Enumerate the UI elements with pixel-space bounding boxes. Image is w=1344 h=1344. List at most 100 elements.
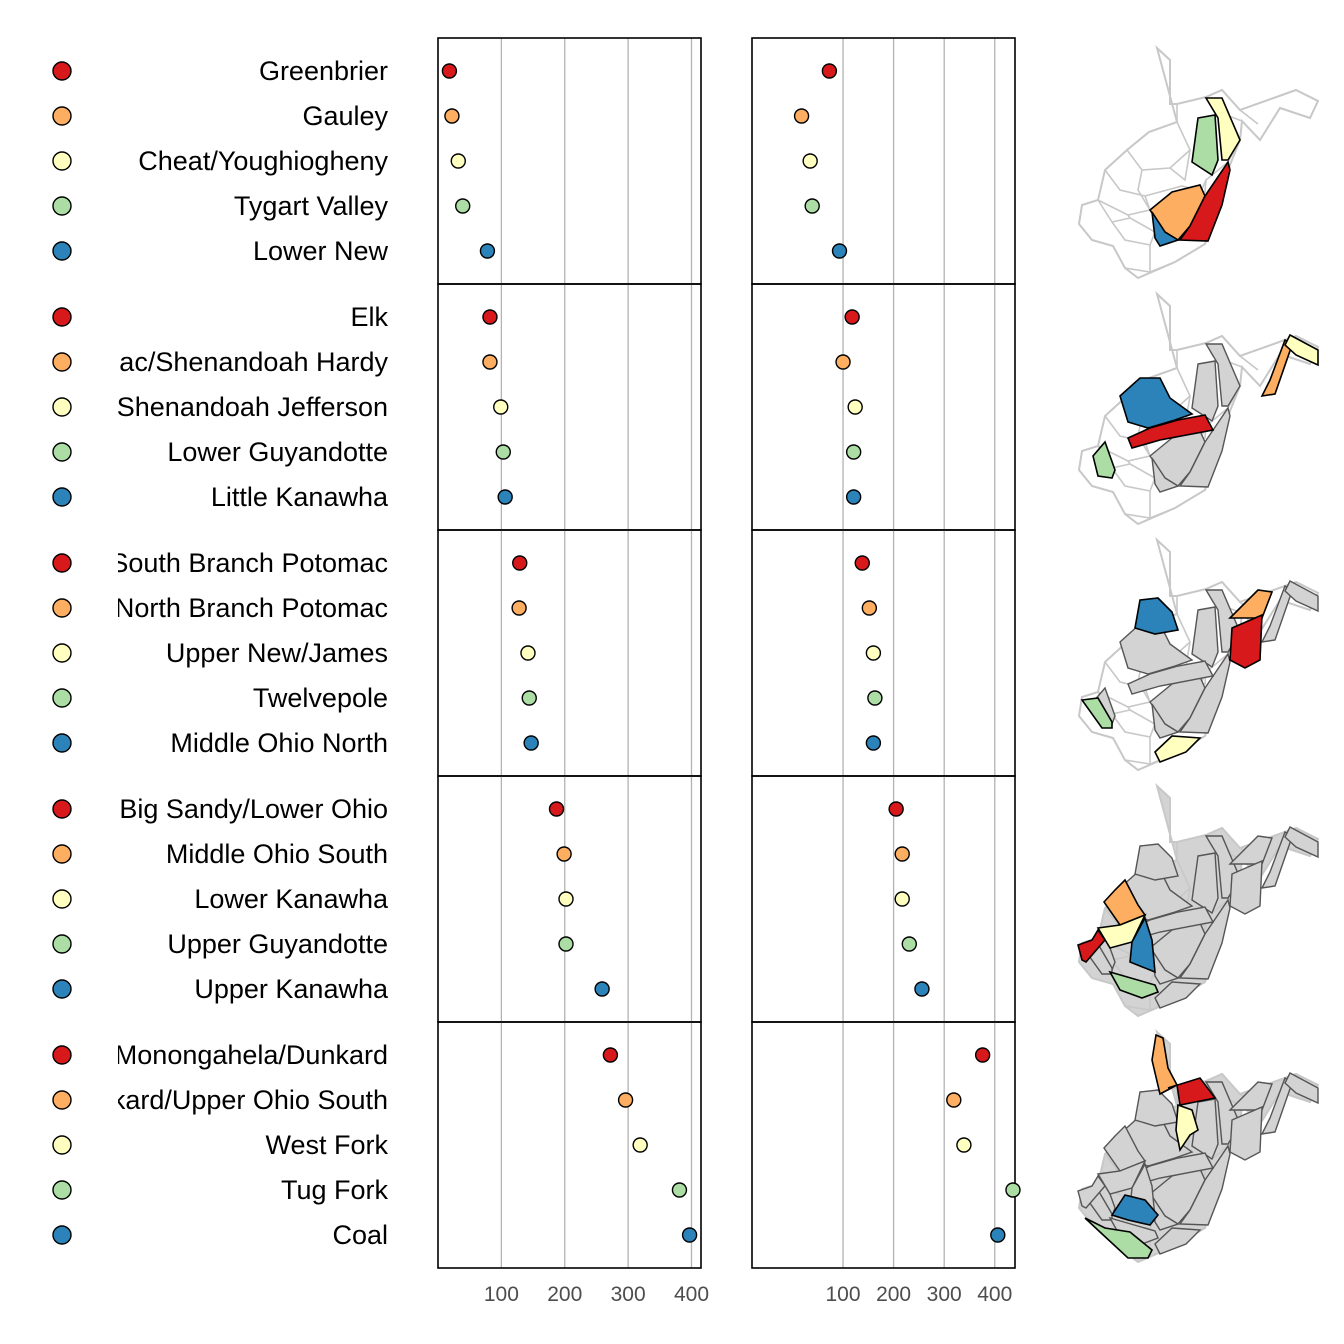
left-point	[511, 600, 527, 616]
map-previous-region	[1228, 1081, 1273, 1111]
row-label: South Branch Potomac	[110, 548, 388, 578]
legend-dot	[52, 688, 72, 708]
left-point	[617, 1092, 634, 1108]
map-region	[1110, 1194, 1160, 1226]
panel-frame	[751, 529, 1016, 777]
map-region	[1092, 440, 1116, 479]
map-boundary	[1149, 243, 1206, 274]
map-previous-region	[1229, 859, 1263, 915]
panel-frame	[751, 1021, 1016, 1269]
map-previous-region	[1178, 406, 1231, 488]
map-region	[1151, 1033, 1179, 1096]
x-tick-label: 400	[674, 1283, 709, 1306]
map-previous-region	[1229, 1105, 1263, 1161]
left-point	[482, 309, 498, 325]
x-tick-label: 400	[977, 1283, 1012, 1306]
right-point	[914, 981, 930, 997]
map-region	[1108, 970, 1160, 999]
legend-dot	[52, 241, 72, 261]
left-point	[521, 690, 537, 706]
legend-dot	[52, 1135, 72, 1155]
row-label: Lower New	[253, 236, 389, 266]
row-label: Twelvepole	[253, 683, 388, 713]
right-point	[865, 645, 882, 661]
right-point	[974, 1047, 991, 1063]
left-point	[495, 444, 511, 460]
right-point	[802, 153, 818, 169]
left-point	[455, 198, 471, 214]
map-previous-region	[1284, 1072, 1319, 1105]
map-previous-region	[1154, 981, 1202, 1009]
left-point	[556, 846, 572, 862]
map-region	[1119, 377, 1194, 429]
map-boundary	[1104, 47, 1178, 171]
row-label: Middle Ohio South	[166, 839, 388, 869]
map-region	[1080, 697, 1113, 729]
legend-dot	[52, 643, 72, 663]
right-point	[831, 243, 848, 259]
left-point	[632, 1137, 648, 1153]
legend-dot	[52, 934, 72, 954]
map-region	[1204, 97, 1241, 161]
row-label: Monongahela/Dunkard	[115, 1040, 388, 1070]
x-tick-label: 300	[611, 1283, 646, 1306]
map-previous-region	[1284, 580, 1319, 613]
map-boundary	[1124, 261, 1176, 279]
right-point	[1005, 1182, 1021, 1198]
left-point	[441, 63, 458, 79]
left-point	[450, 153, 466, 169]
left-point	[671, 1182, 688, 1198]
left-point	[558, 936, 574, 952]
left-point	[479, 243, 496, 259]
map-region	[1151, 211, 1180, 247]
map-previous-region	[1154, 1227, 1202, 1255]
legend-dot	[52, 1180, 72, 1200]
map-previous-region	[1151, 703, 1180, 739]
map-region	[1154, 735, 1202, 764]
right-point	[956, 1137, 972, 1153]
left-point	[482, 354, 498, 370]
map-boundary	[1144, 139, 1241, 197]
row-label: South Branch Potomac/Shenandoah Hardy	[0, 347, 388, 377]
map-previous-region	[1204, 343, 1241, 407]
legend-dot	[52, 889, 72, 909]
right-point	[990, 1227, 1006, 1243]
x-tick-label: 300	[927, 1283, 962, 1306]
left-point	[602, 1047, 619, 1063]
map-previous-region	[1178, 652, 1231, 734]
legend-dot	[52, 151, 72, 171]
right-point	[804, 198, 820, 214]
right-point	[835, 354, 851, 370]
panel-frame	[437, 529, 702, 777]
legend-dot	[52, 553, 72, 573]
right-point	[793, 108, 810, 124]
right-point	[821, 63, 838, 79]
left-point	[594, 981, 610, 997]
x-tick-label: 200	[876, 1283, 911, 1306]
left-point	[512, 555, 528, 571]
panel-frame	[437, 283, 702, 531]
legend-dot	[52, 598, 72, 618]
row-label: West Fork	[265, 1130, 388, 1160]
map-previous-region	[1134, 1089, 1179, 1127]
legend-dot	[52, 799, 72, 819]
map-region	[1191, 114, 1219, 177]
micromap	[1077, 44, 1320, 280]
map-boundary	[1097, 199, 1132, 223]
row-label: Upper New/James	[166, 638, 388, 668]
legend-dot	[52, 352, 72, 372]
map-boundary	[1111, 217, 1156, 246]
right-point	[861, 600, 878, 616]
left-point	[520, 645, 536, 661]
right-point	[894, 891, 910, 907]
panel-frame	[751, 37, 1016, 285]
map-region	[1134, 597, 1180, 635]
row-label: Potomac/Shenandoah Jefferson	[3, 392, 388, 422]
row-label: Big Sandy/Lower Ohio	[119, 794, 388, 824]
micromap	[1077, 290, 1320, 526]
right-point	[845, 489, 862, 505]
micromap	[1077, 1028, 1320, 1264]
map-region	[1178, 160, 1231, 242]
map-boundary	[1239, 89, 1320, 141]
row-label: Gauley	[302, 101, 388, 131]
